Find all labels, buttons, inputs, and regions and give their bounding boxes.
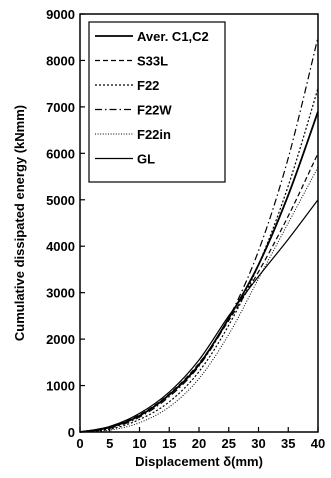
legend-label-f22: F22 xyxy=(137,78,159,93)
y-axis-label: Cumulative dissipated energy (kNmm) xyxy=(12,105,27,341)
tick-labels: 0 5 10 15 20 25 30 35 40 0 1000 2000 3000 4000 5000 600… xyxy=(46,7,325,451)
series-line-s33l xyxy=(79,153,319,433)
y-tick-label: 0 xyxy=(68,425,75,440)
legend-label-aver-c1-c2: Aver. C1,C2 xyxy=(137,29,209,44)
x-tick-label: 10 xyxy=(132,436,146,451)
axis-ticks xyxy=(79,13,319,433)
y-tick-label: 2000 xyxy=(46,332,75,347)
series-lines xyxy=(79,37,319,433)
y-tick-label: 6000 xyxy=(46,146,75,161)
series-line-f22in xyxy=(79,167,319,433)
y-tick-label: 4000 xyxy=(46,239,75,254)
y-tick-label: 3000 xyxy=(46,286,75,301)
x-tick-label: 25 xyxy=(222,436,236,451)
x-tick-label: 35 xyxy=(281,436,295,451)
series-line-f22w xyxy=(79,37,319,433)
legend-box xyxy=(88,21,226,183)
x-tick-label: 15 xyxy=(162,436,176,451)
x-tick-label: 40 xyxy=(311,436,325,451)
legend: Aver. C1,C2 S33L F22 F22W F22in GL xyxy=(88,21,226,183)
x-tick-label: 20 xyxy=(192,436,206,451)
legend-label-f22in: F22in xyxy=(137,127,171,142)
x-tick-label: 30 xyxy=(251,436,265,451)
x-axis-label: Displacement δ(mm) xyxy=(135,454,263,469)
x-tick-label: 5 xyxy=(106,436,113,451)
series-line-aver-c1-c2 xyxy=(79,111,319,433)
y-tick-label: 8000 xyxy=(46,53,75,68)
legend-label-s33l: S33L xyxy=(137,54,168,69)
x-tick-label: 0 xyxy=(76,436,83,451)
y-tick-label: 1000 xyxy=(46,379,75,394)
y-tick-label: 9000 xyxy=(46,7,75,22)
legend-label-f22w: F22W xyxy=(137,103,172,118)
y-tick-label: 5000 xyxy=(46,193,75,208)
series-line-gl xyxy=(79,199,319,433)
y-tick-label: 7000 xyxy=(46,100,75,115)
legend-label-gl: GL xyxy=(137,152,155,167)
